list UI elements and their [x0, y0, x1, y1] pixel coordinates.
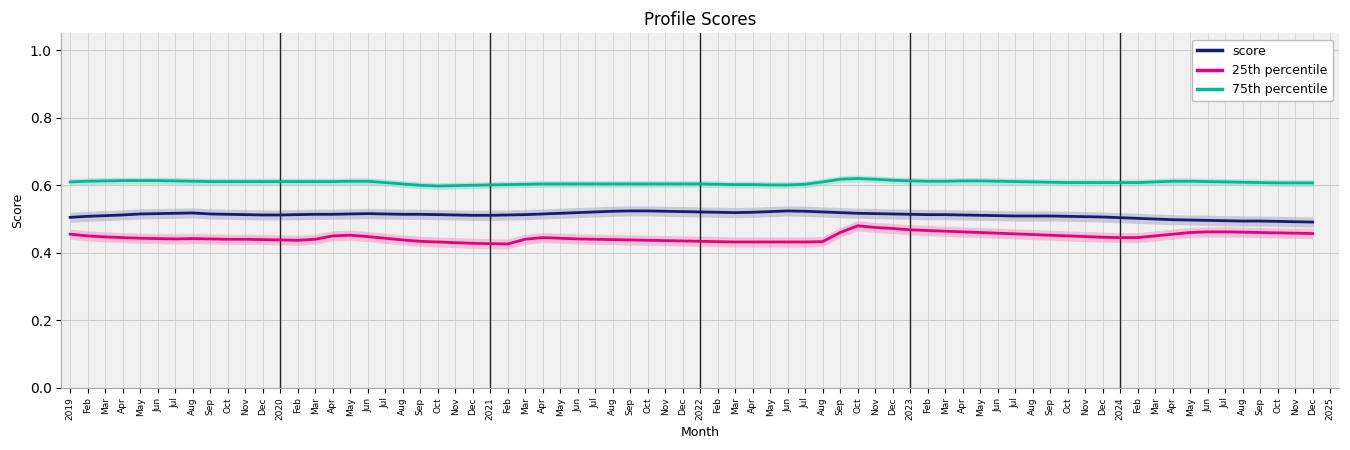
Y-axis label: Score: Score [11, 193, 24, 228]
Title: Profile Scores: Profile Scores [644, 11, 756, 29]
Legend: score, 25th percentile, 75th percentile: score, 25th percentile, 75th percentile [1192, 40, 1332, 101]
X-axis label: Month: Month [680, 426, 720, 439]
